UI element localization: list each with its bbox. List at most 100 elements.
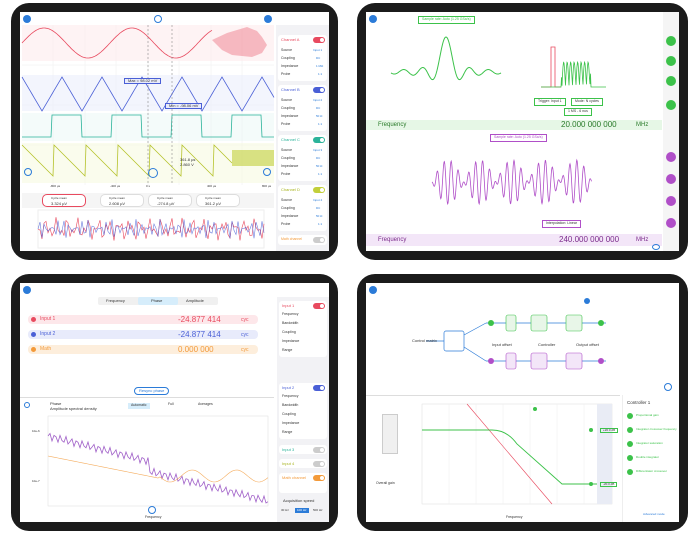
input-offset-label: Input offset (492, 342, 512, 347)
overall-gain-box[interactable] (382, 414, 398, 454)
spectral-traces (47, 415, 269, 507)
math-channel-row[interactable]: Math channel (278, 235, 327, 245)
output-offset-label: Output offset (576, 342, 599, 347)
spectral-plot-panel: Phase Amplitude spectral density Automat… (20, 397, 274, 522)
frequency-bar-1[interactable]: Frequency 20.000 000 000 MHz (366, 120, 662, 130)
resync-phase-button[interactable]: Resync phase (134, 387, 170, 395)
plot-title: Phase (50, 401, 62, 406)
output-7-button[interactable] (666, 196, 676, 206)
output-5-button[interactable] (666, 152, 676, 162)
math-toggle[interactable] (313, 475, 325, 481)
acq-500hz[interactable]: 500 Hz (313, 508, 323, 512)
input-3-card[interactable]: Input 3 (279, 445, 327, 454)
generator-screen: Sample rate: Auto (1.25 GSa/s) Trigger: … (366, 12, 679, 251)
ctrl-item-5-icon[interactable] (627, 469, 633, 475)
channel-d-toggle[interactable] (313, 187, 325, 193)
tab-frequency[interactable]: Frequency (106, 298, 125, 303)
pid-block-diagram (426, 298, 606, 370)
output-8-button[interactable] (666, 218, 676, 228)
measurement-b[interactable]: Cycle mean 2.608 µV (100, 194, 144, 207)
math-dot (31, 347, 36, 352)
bode-panel: Overall gain +20.0 dB -20.0 dB Frequency (366, 395, 620, 522)
acq-100hz[interactable]: 100 Hz (295, 508, 309, 513)
phasemeter-screen: Frequency Phase Amplitude Input 1 -24.87… (20, 283, 329, 522)
channel-card-b: Channel B Source Coupling Impedance Prob… (278, 85, 327, 131)
controller-title: Controller 1 (627, 400, 651, 405)
tablet-phasemeter: Frequency Phase Amplitude Input 1 -24.87… (11, 274, 338, 531)
input-row-2[interactable]: Input 2 -24.877 414 cyc (28, 330, 258, 339)
output2-plot (541, 46, 606, 88)
math-card[interactable]: Math channel (279, 473, 327, 493)
acq-30hz[interactable]: 30 Hz (281, 508, 289, 512)
close-plot-icon[interactable] (24, 402, 30, 408)
scope-traces (21, 25, 275, 185)
menu-icon[interactable] (23, 15, 31, 23)
frequency-bar-2[interactable]: Frequency 240.000 000 000 MHz (366, 234, 662, 246)
input-1-card: Input 1 Frequency Bandwidth Coupling Imp… (279, 301, 327, 357)
edit-icon[interactable] (263, 168, 271, 176)
pid-screen: Control matrix Input offset Controller O… (366, 283, 679, 522)
tab-amplitude[interactable]: Amplitude (186, 298, 204, 303)
tab-automatic[interactable]: Automatic (128, 403, 150, 409)
input-2-toggle[interactable] (313, 385, 325, 391)
play-icon[interactable] (148, 506, 156, 514)
input-row-1[interactable]: Input 1 -24.877 414 cyc (28, 315, 258, 324)
output-1-button[interactable] (666, 36, 676, 46)
plot-subtitle: Amplitude spectral density (50, 406, 97, 411)
delta-t-label: 361.8 µs (180, 157, 196, 162)
output-3-button[interactable] (666, 76, 676, 86)
channel-c-toggle[interactable] (313, 137, 325, 143)
gain-tag-top[interactable]: +20.0 dB (600, 428, 619, 433)
output-6-button[interactable] (666, 174, 676, 184)
count-label[interactable]: 1 MS - 6 nus (564, 108, 592, 116)
input-4-card[interactable]: Input 4 (279, 459, 327, 468)
tab-full[interactable]: Full (168, 402, 174, 406)
input-3-toggle[interactable] (313, 447, 325, 453)
trigger-label[interactable]: Trigger: Input 1 (534, 98, 566, 106)
ctrl-item-2-icon[interactable] (627, 427, 633, 433)
expand-icon[interactable] (664, 383, 672, 391)
delta-v-label: 2.860 V (180, 162, 194, 167)
tab-averages[interactable]: Averages (198, 402, 213, 406)
menu-icon[interactable] (369, 15, 377, 23)
time-axis: -800 µs -400 µs 0 s 400 µs 800 µs (50, 184, 272, 188)
x-axis-label: Frequency (145, 515, 162, 519)
input-1-toggle[interactable] (313, 303, 325, 309)
controller-panel: Controller 1 Proportional gain Integrato… (622, 395, 679, 522)
input-4-toggle[interactable] (313, 461, 325, 467)
run-pause-icon[interactable] (148, 168, 158, 178)
acquisition-label: Acquisition speed (283, 498, 315, 503)
measurement-c[interactable]: Cycle mean -274.8 µV (148, 194, 192, 207)
control-matrix-label: Control matrix (412, 338, 437, 343)
tablet-pid: Control matrix Input offset Controller O… (357, 274, 688, 531)
math-toggle[interactable] (313, 237, 325, 243)
ctrl-item-1-icon[interactable] (627, 413, 633, 419)
close-icon[interactable] (264, 15, 272, 23)
channel-a-toggle[interactable] (313, 37, 325, 43)
y-tick-bottom: 10e-7 (32, 479, 40, 483)
measurement-bar: Cycle mean 3.324 µV Cycle mean 2.608 µV … (22, 193, 274, 208)
output-2-button[interactable] (666, 56, 676, 66)
menu-icon[interactable] (23, 286, 31, 294)
hand-icon[interactable] (24, 168, 32, 176)
menu-icon[interactable] (369, 286, 377, 294)
channel-b-toggle[interactable] (313, 87, 325, 93)
measurement-d[interactable]: Cycle mean 361.2 µV (196, 194, 240, 207)
oscilloscope-screen: Max = 98.02 mV Min = -98.06 mV 361.8 µs … (20, 12, 329, 251)
sample-rate-label-2: Sample rate: Auto (1.25 GSa/s) (490, 134, 547, 142)
ctrl-item-3-icon[interactable] (627, 441, 633, 447)
measurement-a[interactable]: Cycle mean 3.324 µV (42, 194, 86, 207)
tab-phase[interactable] (138, 297, 178, 305)
interpolation-label[interactable]: Interpolation: Linear (542, 220, 581, 228)
sample-rate-label: Sample rate: Auto (1.25 GSa/s) (418, 16, 475, 24)
advanced-mode-link[interactable]: Advanced mode (643, 512, 665, 516)
settings-icon[interactable] (652, 244, 660, 250)
input-row-math[interactable]: Math 0.000 000 cyc (28, 345, 258, 354)
mode-label[interactable]: Mode: N cycles (571, 98, 603, 106)
ctrl-item-4-icon[interactable] (627, 455, 633, 461)
autoscale-icon[interactable] (154, 15, 162, 23)
controller-label: Controller (538, 342, 556, 347)
output-4-button[interactable] (666, 100, 676, 110)
gain-tag-bottom[interactable]: -20.0 dB (600, 482, 618, 487)
overall-gain-label: Overall gain (376, 481, 395, 485)
